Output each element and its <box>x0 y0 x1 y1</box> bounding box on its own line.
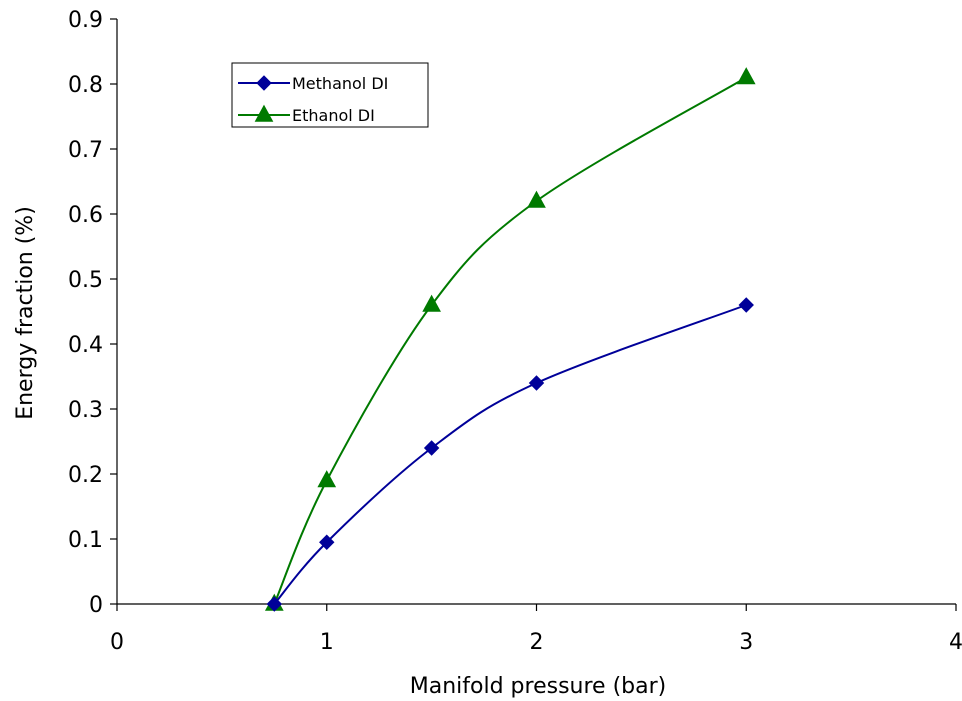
y-tick-label: 0.7 <box>68 138 103 163</box>
triangle-data-point <box>317 470 337 488</box>
x-axis-ticks: 0 1 2 3 4 <box>110 604 962 655</box>
diamond-data-point <box>423 440 440 456</box>
y-axis-title: Energy fraction (%) <box>13 206 38 420</box>
y-tick-label: 0.3 <box>68 398 103 423</box>
x-tick-label: 0 <box>110 630 124 655</box>
y-tick-label: 0.5 <box>68 268 103 293</box>
triangle-data-point <box>422 294 441 312</box>
y-tick-label: 0.9 <box>68 8 103 33</box>
y-tick-label: 0 <box>89 593 103 618</box>
triangle-data-point <box>736 67 756 85</box>
diamond-data-point <box>319 534 335 550</box>
y-tick-label: 0.4 <box>68 333 103 358</box>
legend-entry: Ethanol DI <box>238 104 375 125</box>
diamond-data-point <box>738 297 754 313</box>
legend-triangle-marker <box>254 104 274 122</box>
legend-label: Ethanol DI <box>292 106 375 125</box>
y-tick-label: 0.2 <box>68 463 103 488</box>
y-tick-label: 0.1 <box>68 528 103 553</box>
diamond-data-point <box>528 375 545 391</box>
legend-entry: Methanol DI <box>238 74 388 93</box>
series-diamond <box>266 297 754 612</box>
x-tick-label: 1 <box>320 630 334 655</box>
x-tick-label: 2 <box>530 630 544 655</box>
x-axis-title: Manifold pressure (bar) <box>410 674 666 699</box>
legend-items: Methanol DI Ethanol DI <box>238 74 388 125</box>
y-tick-label: 0.6 <box>68 203 103 228</box>
triangle-data-point <box>527 190 546 208</box>
legend-diamond-marker <box>256 75 272 91</box>
x-tick-label: 4 <box>949 630 962 655</box>
legend: Methanol DI Ethanol DI <box>231 62 429 128</box>
y-axis-ticks: 0 0.1 0.2 0.3 0.4 0.5 0.6 0.7 0.8 0.9 <box>68 8 117 618</box>
legend-label: Methanol DI <box>292 74 388 93</box>
series-line <box>273 304 747 605</box>
diamond-data-point <box>266 596 283 612</box>
series-layer <box>264 67 756 612</box>
y-tick-label: 0.8 <box>68 73 103 98</box>
x-tick-label: 3 <box>739 630 753 655</box>
